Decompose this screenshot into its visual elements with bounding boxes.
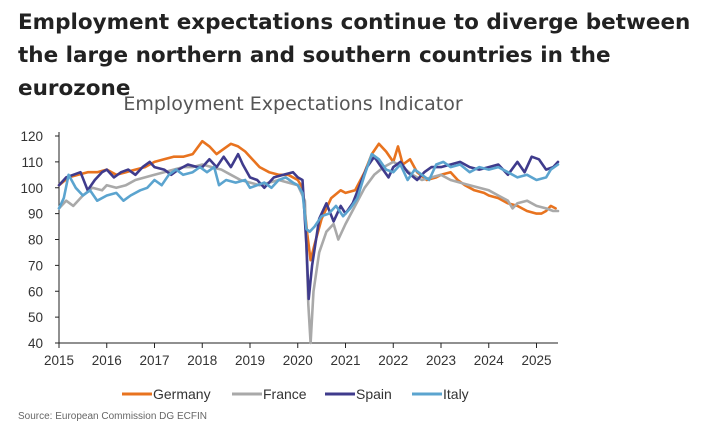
x-tick-label: 2018 (187, 353, 217, 368)
x-tick-label: 2015 (44, 353, 74, 368)
y-tick-label: 40 (28, 336, 43, 351)
x-tick-label: 2017 (139, 353, 169, 368)
y-tick-label: 60 (28, 284, 43, 299)
y-tick-label: 110 (21, 155, 43, 170)
series-line-spain (57, 152, 560, 301)
series-line-italy (57, 152, 560, 233)
series-lines (57, 139, 560, 345)
y-tick-label: 120 (20, 129, 43, 144)
y-tick-label: 90 (28, 207, 43, 222)
x-tick-label: 2023 (426, 353, 456, 368)
legend: Germany France Spain Italy (122, 386, 469, 402)
y-axis: 40 50 60 70 80 90 100 110 120 (20, 129, 60, 351)
y-tick-label: 100 (20, 181, 43, 196)
x-tick-label: 2019 (235, 353, 265, 368)
chart-title: Employment Expectations Indicator (123, 93, 462, 115)
legend-label-germany: Germany (153, 386, 211, 402)
y-tick-label: 70 (28, 258, 43, 273)
legend-label-italy: Italy (443, 386, 469, 402)
y-tick-label: 50 (28, 310, 43, 325)
x-tick-label: 2025 (521, 353, 551, 368)
source-note: Source: European Commission DG ECFIN (18, 411, 207, 422)
x-tick-label: 2020 (283, 353, 313, 368)
x-tick-label: 2022 (378, 353, 408, 368)
x-tick-label: 2016 (92, 353, 122, 368)
x-axis: 2015 2016 2017 2018 2019 2020 2021 2022 2023 2024… (44, 342, 558, 368)
x-tick-label: 2021 (330, 353, 360, 368)
headline: Employment expectations continue to dive… (18, 10, 691, 101)
series-line-france (57, 160, 560, 345)
legend-label-spain: Spain (356, 386, 392, 402)
y-tick-label: 80 (28, 233, 43, 248)
x-tick-label: 2024 (474, 353, 505, 368)
legend-label-france: France (263, 386, 307, 402)
